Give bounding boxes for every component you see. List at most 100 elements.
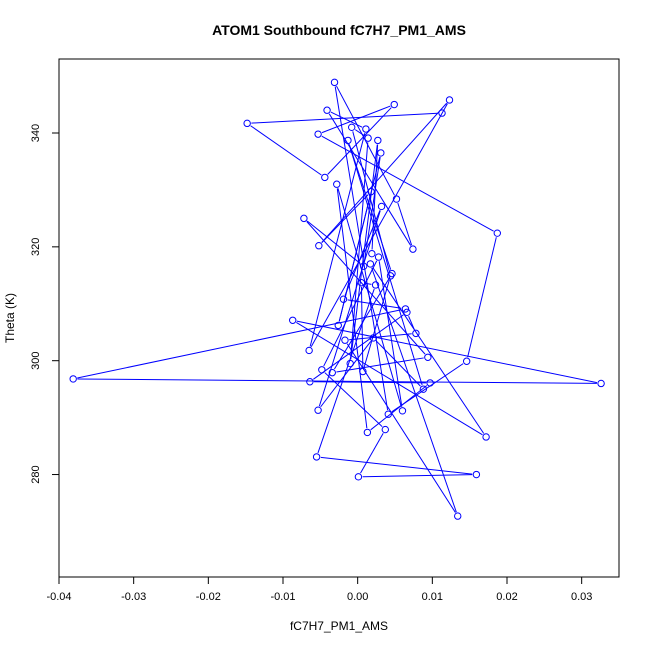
series-lines [77, 85, 598, 513]
data-point [359, 262, 368, 270]
data-point [388, 269, 396, 278]
series-segment [320, 456, 473, 475]
series-segment [354, 129, 365, 137]
series-segment [360, 432, 384, 474]
data-point [367, 187, 375, 196]
data-point [341, 336, 349, 344]
series-segment [363, 157, 381, 263]
series-segment [350, 142, 369, 360]
data-point [390, 100, 398, 109]
series-segment [467, 237, 497, 358]
series-segment [348, 144, 423, 386]
x-axis: -0.04 -0.03 -0.02 -0.01 0.00 0.01 0.02 0.03 [46, 576, 592, 603]
data-point [381, 425, 389, 434]
data-point [369, 334, 378, 342]
data-point [426, 379, 434, 387]
series-segment [296, 320, 598, 384]
series-segment [328, 113, 412, 246]
data-point [305, 346, 313, 355]
chart-title: ATOM1 Southbound fC7H7_PM1_AMS [212, 22, 466, 38]
series-segment [321, 102, 448, 243]
series-segment [321, 194, 369, 244]
data-point [454, 512, 462, 520]
data-point [482, 433, 490, 441]
series-segment [314, 381, 426, 384]
data-point [377, 149, 385, 157]
data-point [347, 123, 356, 132]
data-point [392, 195, 401, 203]
series-segment [371, 267, 457, 513]
series-segment [77, 378, 597, 384]
x-tick-label: 0.01 [422, 591, 443, 603]
series-segment [327, 107, 392, 175]
data-point [243, 119, 251, 128]
y-axis: 280 300 320 340 [30, 124, 60, 484]
data-point [315, 242, 323, 250]
data-point [289, 316, 297, 324]
data-point [363, 428, 372, 437]
series-segment [397, 202, 413, 246]
series-segment [349, 333, 412, 341]
data-point [424, 353, 432, 361]
series-segment [306, 221, 426, 355]
data-point [384, 410, 392, 418]
data-point [398, 407, 407, 415]
y-tick-label: 340 [30, 124, 42, 142]
data-point [339, 295, 348, 303]
series-segment [334, 86, 389, 411]
series-segment [365, 282, 372, 285]
series-segment [362, 474, 473, 478]
series-segment [321, 105, 391, 134]
data-point [371, 281, 380, 289]
series-segment [313, 314, 404, 380]
data-point [597, 379, 605, 388]
series-segment [375, 340, 421, 387]
series-segment [77, 309, 402, 379]
data-point [362, 125, 370, 133]
data-point [462, 357, 471, 365]
data-point [412, 329, 420, 338]
data-point [472, 470, 481, 479]
data-point [321, 173, 329, 182]
series-segment [250, 125, 322, 176]
series-segment [336, 357, 424, 373]
series-points [69, 78, 605, 520]
y-tick-label: 300 [30, 352, 42, 370]
series-segment [346, 343, 456, 513]
series-segment [372, 267, 485, 434]
series-segment [336, 188, 368, 429]
data-point [333, 180, 341, 188]
data-point [359, 367, 367, 376]
series-segment [296, 322, 483, 436]
data-point [493, 229, 501, 237]
series-segment [371, 144, 379, 250]
data-point [328, 368, 336, 377]
y-axis-label: Theta (K) [3, 293, 17, 343]
series-segment [317, 288, 375, 454]
data-point [330, 78, 339, 87]
x-tick-label: -0.02 [196, 591, 221, 603]
series-segment [352, 131, 390, 272]
data-point [306, 378, 314, 386]
x-tick-label: -0.03 [121, 591, 146, 603]
y-tick-label: 280 [30, 465, 42, 483]
data-point [409, 245, 417, 253]
x-tick-label: 0.03 [571, 591, 592, 603]
x-tick-label: 0.00 [347, 591, 368, 603]
series-segment [321, 135, 494, 232]
x-tick-label: -0.04 [46, 591, 71, 603]
data-point [386, 272, 395, 280]
data-point [364, 134, 372, 142]
data-point [314, 406, 322, 414]
series-segment [310, 103, 448, 348]
data-point [419, 385, 428, 393]
data-point [438, 109, 446, 117]
series-segment [360, 286, 364, 368]
series-segment [408, 315, 415, 330]
data-point [300, 214, 308, 223]
data-point [374, 253, 383, 261]
series-segment [306, 220, 361, 264]
data-point [368, 249, 376, 258]
